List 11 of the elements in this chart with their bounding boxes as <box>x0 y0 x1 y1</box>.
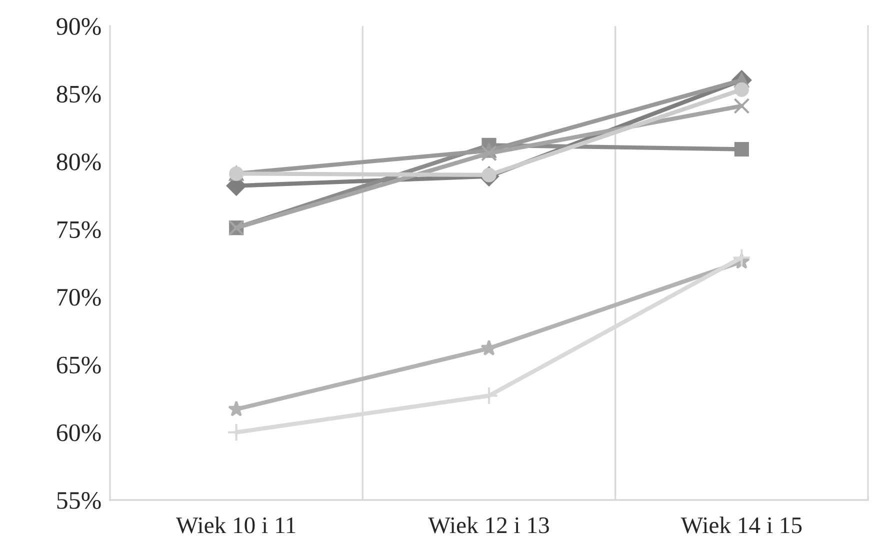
y-tick-label: 60% <box>56 424 101 442</box>
x-tick-label: Wiek 10 i 11 <box>176 516 296 534</box>
y-tick-label: 65% <box>56 356 101 374</box>
y-tick-label: 85% <box>56 86 101 103</box>
y-tick-label: 80% <box>56 153 101 170</box>
y-tick-label: 70% <box>57 288 101 306</box>
y-tick-label: 90% <box>56 18 101 35</box>
x-tick-label: Wiek 12 i 13 <box>428 516 549 534</box>
y-tick-label: 75% <box>57 221 101 238</box>
x-tick-label: Wiek 14 i 15 <box>680 516 802 534</box>
y-tick-label: 55% <box>57 492 101 509</box>
